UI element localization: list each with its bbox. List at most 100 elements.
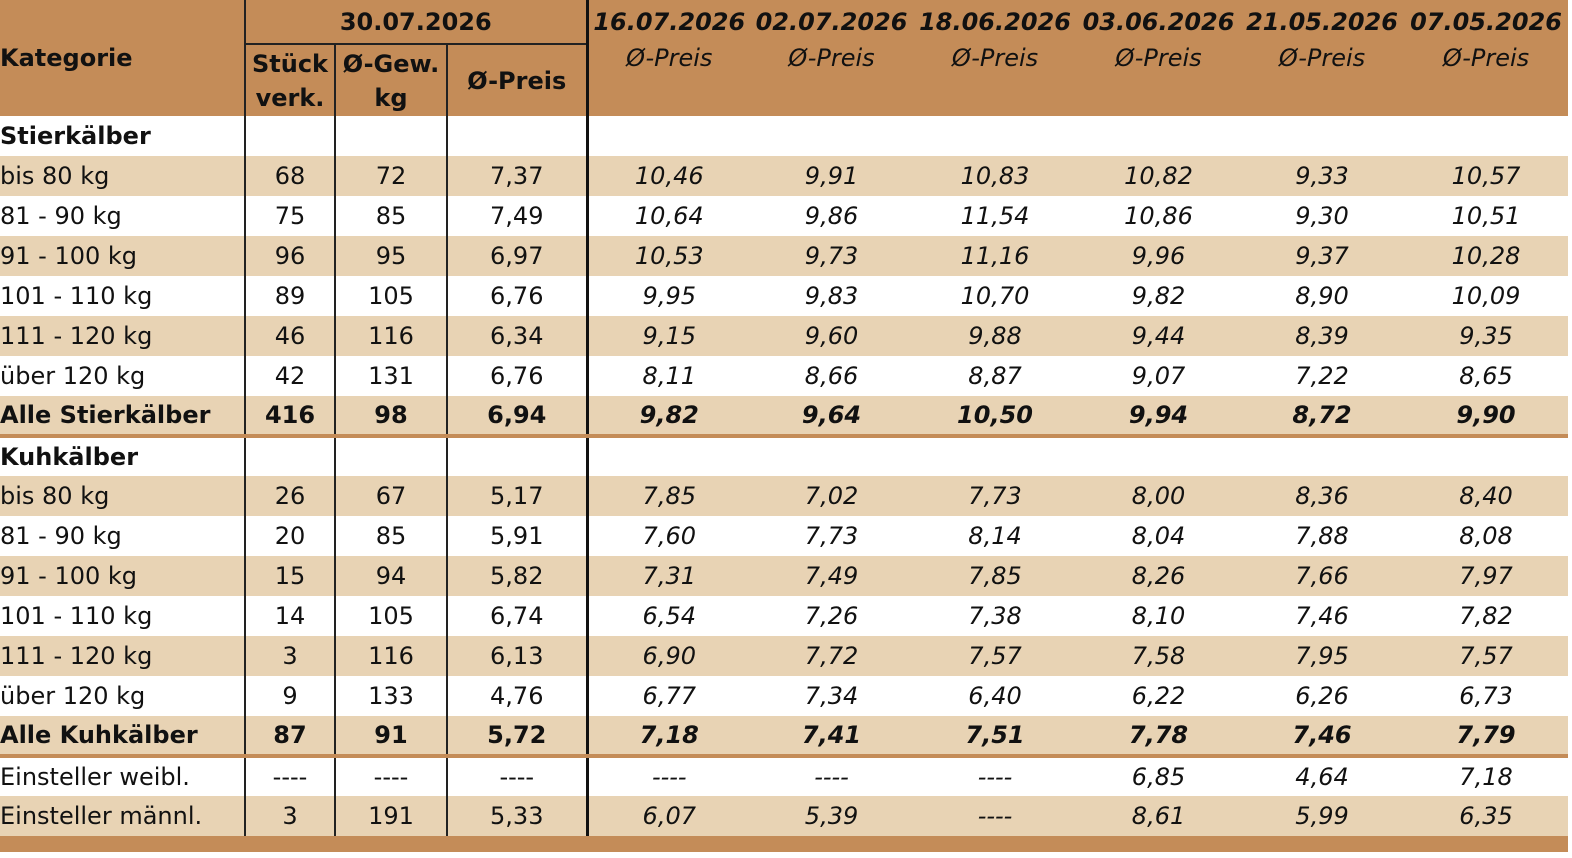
table-body: Stierkälber bis 80 kg 68 72 7,37 10,46 9,91 10,…: [0, 116, 1569, 836]
history-preis-cell: 10,28: [1404, 236, 1569, 276]
empty-cell: [750, 436, 914, 476]
gewicht-cell: 191: [334, 796, 447, 836]
history-preis-cell: 10,53: [585, 236, 751, 276]
header-history-preis: Ø-Preis: [1077, 44, 1241, 116]
stueck-cell: 87: [244, 716, 335, 758]
history-preis-cell: 9,82: [1077, 276, 1241, 316]
empty-cell: [1077, 436, 1241, 476]
history-preis-cell: 7,22: [1240, 356, 1405, 396]
history-preis-cell: 7,46: [1240, 596, 1405, 636]
history-preis-cell: 9,33: [1240, 156, 1405, 196]
history-preis-cell: 7,79: [1404, 716, 1569, 758]
gewicht-cell: 105: [334, 596, 447, 636]
history-preis-cell: 9,94: [1077, 396, 1241, 438]
history-preis-cell: 7,18: [1404, 756, 1569, 796]
empty-cell: [445, 436, 588, 476]
history-preis-cell: 7,73: [750, 516, 914, 556]
history-preis-cell: 9,15: [585, 316, 751, 356]
history-preis-cell: 7,72: [750, 636, 914, 676]
stueck-cell: 75: [244, 196, 335, 236]
history-preis-cell: 9,91: [750, 156, 914, 196]
section-title: Stierkälber: [0, 116, 245, 156]
history-preis-cell: 7,41: [750, 716, 914, 758]
history-preis-cell: 9,73: [750, 236, 914, 276]
empty-cell: [334, 116, 447, 156]
gewicht-cell: 72: [334, 156, 447, 196]
history-preis-cell: 6,40: [913, 676, 1078, 716]
table-row: 111 - 120 kg 3 116 6,13 6,90 7,72 7,57 7,58 7,95…: [0, 636, 1569, 676]
table-row: über 120 kg 42 131 6,76 8,11 8,66 8,87 9,07 7,22…: [0, 356, 1569, 396]
history-preis-cell: 9,88: [913, 316, 1078, 356]
history-preis-cell: 10,86: [1077, 196, 1241, 236]
empty-cell: [445, 116, 588, 156]
history-preis-cell: 9,44: [1077, 316, 1241, 356]
header-history-preis: Ø-Preis: [913, 44, 1078, 116]
gewicht-cell: 116: [334, 636, 447, 676]
empty-cell: [1404, 116, 1569, 156]
history-preis-cell: 8,65: [1404, 356, 1569, 396]
header-stueck-line1: Stück: [251, 49, 329, 78]
history-preis-cell: 11,16: [913, 236, 1078, 276]
header-history-date: 16.07.2026: [585, 0, 751, 44]
header-gew-line2: kg: [374, 83, 408, 112]
table-row: 101 - 110 kg 89 105 6,76 9,95 9,83 10,70 9,82 8,…: [0, 276, 1569, 316]
empty-cell: [913, 436, 1078, 476]
stueck-cell: 89: [244, 276, 335, 316]
history-preis-cell: 9,82: [585, 396, 751, 438]
empty-cell: [750, 116, 914, 156]
history-preis-cell: 7,02: [750, 476, 914, 516]
empty-cell: [244, 116, 335, 156]
section-header-row: Stierkälber: [0, 116, 1569, 156]
section-title: Kuhkälber: [0, 436, 245, 476]
history-preis-cell: 7,34: [750, 676, 914, 716]
history-preis-cell: 8,40: [1404, 476, 1569, 516]
footer-bar: [0, 836, 1568, 852]
category-cell: Einsteller männl.: [0, 796, 245, 836]
section-header-row: Kuhkälber: [0, 436, 1569, 476]
preis-cell: 6,34: [445, 316, 588, 356]
history-preis-cell: 7,95: [1240, 636, 1405, 676]
history-preis-cell: 8,08: [1404, 516, 1569, 556]
category-cell: 81 - 90 kg: [0, 516, 245, 556]
history-preis-cell: 8,39: [1240, 316, 1405, 356]
history-preis-cell: 7,82: [1404, 596, 1569, 636]
empty-cell: [1077, 116, 1241, 156]
history-preis-cell: 8,61: [1077, 796, 1241, 836]
history-preis-cell: 9,64: [750, 396, 914, 438]
header-stueck: Stück verk.: [244, 44, 335, 116]
history-preis-cell: 8,26: [1077, 556, 1241, 596]
header-history-date: 02.07.2026: [750, 0, 914, 44]
category-cell: 91 - 100 kg: [0, 556, 245, 596]
gewicht-cell: 85: [334, 196, 447, 236]
history-preis-cell: 8,00: [1077, 476, 1241, 516]
history-preis-cell: 9,60: [750, 316, 914, 356]
history-preis-cell: 7,66: [1240, 556, 1405, 596]
history-preis-cell: 9,83: [750, 276, 914, 316]
history-preis-cell: 6,22: [1077, 676, 1241, 716]
history-preis-cell: 9,96: [1077, 236, 1241, 276]
history-preis-cell: 8,36: [1240, 476, 1405, 516]
history-preis-cell: ----: [913, 796, 1078, 836]
header-gew-line1: Ø-Gew.: [342, 49, 440, 78]
stueck-cell: 20: [244, 516, 335, 556]
gewicht-cell: 98: [334, 396, 447, 438]
stueck-cell: 15: [244, 556, 335, 596]
history-preis-cell: 8,14: [913, 516, 1078, 556]
preis-cell: 6,74: [445, 596, 588, 636]
price-table: Kategorie 30.07.2026 16.07.2026 02.07.20…: [0, 0, 1569, 836]
history-preis-cell: 7,58: [1077, 636, 1241, 676]
table-row: 81 - 90 kg 75 85 7,49 10,64 9,86 11,54 10,86 9,3…: [0, 196, 1569, 236]
header-history-date: 18.06.2026: [913, 0, 1078, 44]
table-row: über 120 kg 9 133 4,76 6,77 7,34 6,40 6,22 6,26 6…: [0, 676, 1569, 716]
preis-cell: 6,13: [445, 636, 588, 676]
category-cell: über 120 kg: [0, 676, 245, 716]
history-preis-cell: 7,85: [585, 476, 751, 516]
history-preis-cell: 10,50: [913, 396, 1078, 438]
history-preis-cell: 6,35: [1404, 796, 1569, 836]
history-preis-cell: 7,57: [913, 636, 1078, 676]
preis-cell: 6,76: [445, 356, 588, 396]
preis-cell: 5,72: [445, 716, 588, 758]
category-cell: 111 - 120 kg: [0, 636, 245, 676]
history-preis-cell: 7,57: [1404, 636, 1569, 676]
history-preis-cell: 7,51: [913, 716, 1078, 758]
